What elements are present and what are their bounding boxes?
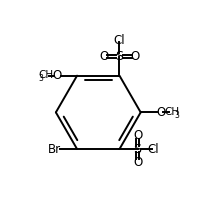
Text: O: O [133,130,142,142]
Text: O: O [133,156,142,169]
Text: Br: Br [48,143,61,156]
Text: CH: CH [165,107,180,117]
Text: O: O [100,50,109,63]
Text: 3: 3 [38,74,43,83]
Text: O: O [156,106,165,119]
Text: S: S [115,50,123,63]
Text: O: O [130,50,139,63]
Text: Cl: Cl [148,143,159,156]
Text: S: S [133,143,141,156]
Text: 3: 3 [174,111,179,120]
Text: Cl: Cl [114,34,125,47]
Text: O: O [53,69,62,82]
Text: CH: CH [38,70,53,80]
